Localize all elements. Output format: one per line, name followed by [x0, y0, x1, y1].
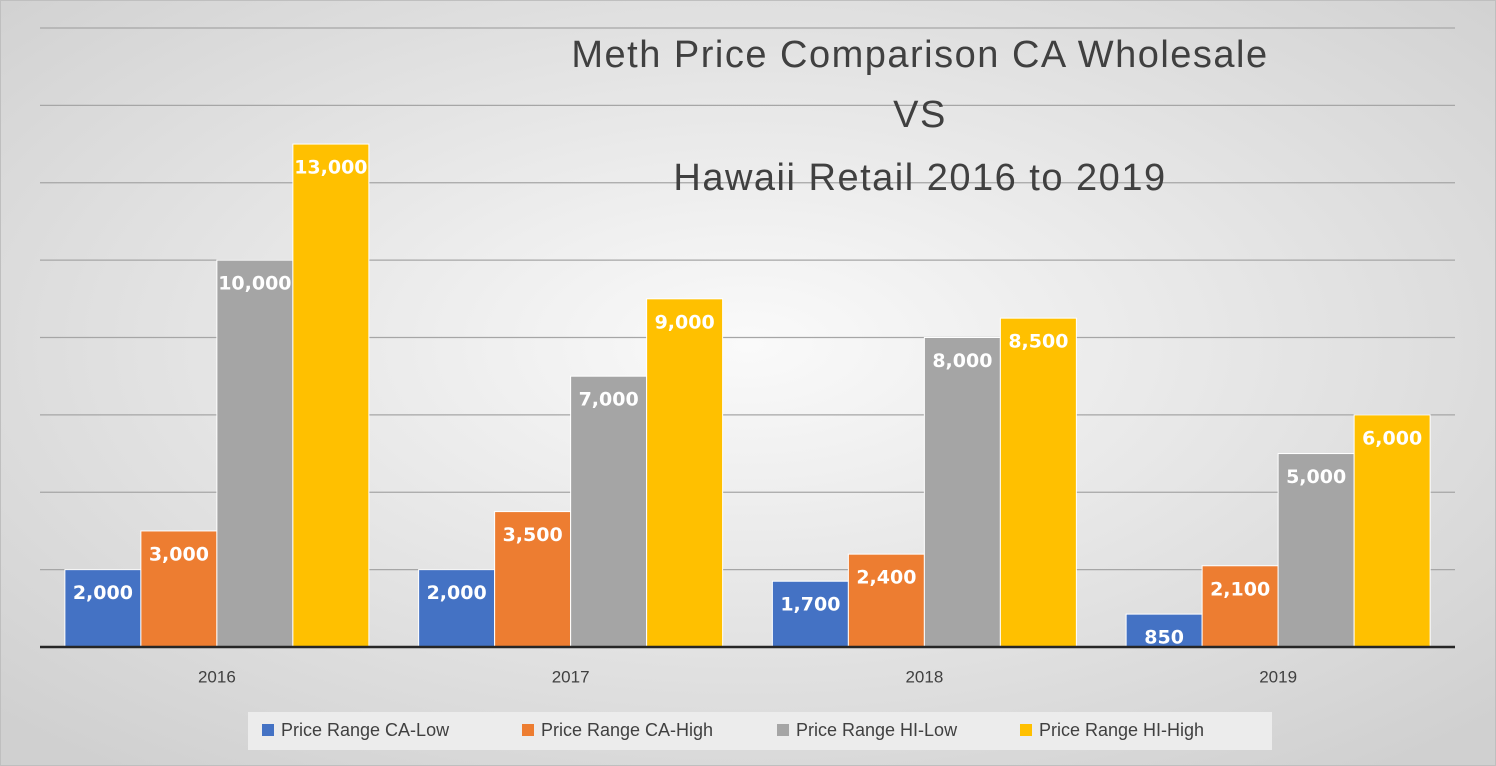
legend-box [248, 712, 1272, 750]
data-label: 13,000 [294, 157, 367, 179]
bar [923, 337, 1001, 648]
data-label: 5,000 [1286, 466, 1346, 488]
legend-label: Price Range CA-Low [281, 720, 450, 740]
x-tick-label: 2018 [905, 667, 943, 686]
data-label: 7,000 [579, 389, 639, 411]
data-label: 1,700 [780, 594, 840, 616]
legend-swatch [262, 724, 274, 736]
bar [847, 553, 925, 648]
bar [418, 569, 496, 648]
x-tick-label: 2019 [1259, 667, 1297, 686]
chart-title: Meth Price Comparison CA Wholesale [571, 34, 1268, 76]
legend-label: Price Range HI-High [1039, 720, 1204, 740]
data-label: 3,500 [503, 524, 563, 546]
data-label: 2,000 [427, 582, 487, 604]
data-label: 8,500 [1008, 331, 1068, 353]
bar [1277, 453, 1355, 648]
bar [999, 317, 1077, 648]
legend-label: Price Range HI-Low [796, 720, 958, 740]
data-label: 3,000 [149, 543, 209, 565]
legend-swatch [777, 724, 789, 736]
x-tick-label: 2017 [552, 667, 590, 686]
chart-title: Hawaii Retail 2016 to 2019 [673, 157, 1166, 199]
bar [646, 298, 724, 648]
data-label: 8,000 [932, 350, 992, 372]
chart-title: VS [893, 94, 947, 136]
data-label: 2,400 [856, 567, 916, 589]
data-label: 2,100 [1210, 578, 1270, 600]
data-label: 9,000 [655, 311, 715, 333]
bar [216, 259, 294, 648]
x-tick-label: 2016 [198, 667, 236, 686]
bar [570, 375, 648, 648]
data-label: 850 [1144, 627, 1184, 649]
bar [64, 569, 142, 648]
legend-swatch [522, 724, 534, 736]
legend-label: Price Range CA-High [541, 720, 713, 740]
bar [292, 143, 370, 648]
data-label: 6,000 [1362, 427, 1422, 449]
bar [140, 530, 218, 648]
bar [1201, 565, 1279, 648]
legend-swatch [1020, 724, 1032, 736]
data-label: 10,000 [218, 273, 291, 295]
bar [1353, 414, 1431, 648]
data-label: 2,000 [73, 582, 133, 604]
